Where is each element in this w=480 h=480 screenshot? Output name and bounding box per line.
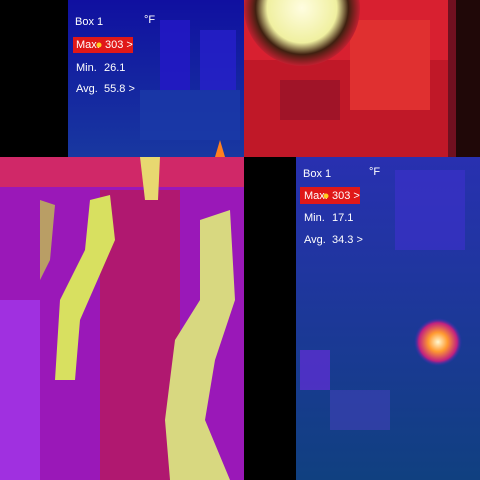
box-label: Box 1 [75, 16, 103, 28]
thermal-view-4 [244, 157, 480, 480]
max-value: 303 > [332, 190, 360, 202]
max-badge [73, 37, 133, 53]
box-label: Box 1 [303, 168, 331, 180]
min-label: Min. [304, 212, 325, 224]
measurement-overlay: Box 1 °F Max. 303 > Min. 17.1 Avg. 34.3 … [300, 166, 380, 246]
thermal-view-1 [0, 0, 244, 157]
unit-label: °F [369, 166, 380, 178]
max-label: Max. [304, 190, 328, 202]
thermal-view-2 [244, 0, 480, 157]
max-dot [96, 42, 102, 48]
avg-label: Avg. [76, 83, 98, 95]
max-label: Max. [76, 39, 100, 51]
min-label: Min. [76, 62, 97, 74]
avg-value: 55.8 > [104, 83, 135, 95]
avg-value: 34.3 > [332, 234, 363, 246]
thermal-view-3 [0, 157, 244, 480]
min-value: 26.1 [104, 62, 125, 74]
min-value: 17.1 [332, 212, 353, 224]
measurement-overlay: Box 1 °F Max. 303 > Min. 26.1 Avg. 55.8 … [73, 14, 155, 95]
max-badge [300, 187, 360, 204]
max-dot [323, 193, 329, 199]
max-value: 303 > [105, 39, 133, 51]
avg-label: Avg. [304, 234, 326, 246]
unit-label: °F [144, 14, 155, 26]
